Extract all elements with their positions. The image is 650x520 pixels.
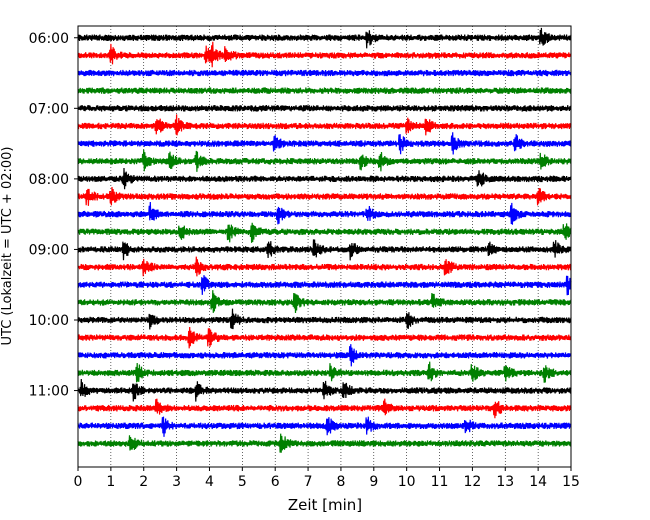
y-tick-label: 09:00: [29, 242, 69, 258]
seismogram-trace: [77, 433, 572, 453]
x-tick-label: 5: [238, 474, 247, 490]
seismogram-trace: [77, 361, 572, 383]
plot-frame: [77, 25, 572, 468]
y-tick-label: 07:00: [29, 101, 69, 117]
seismogram-trace: [77, 201, 572, 225]
seismogram-trace: [77, 114, 572, 136]
trace-group: [77, 27, 572, 453]
x-tick-label: 1: [106, 474, 115, 490]
x-tick-label: 11: [431, 474, 449, 490]
y-tick-label: 10:00: [29, 313, 69, 329]
x-tick-label: 9: [369, 474, 378, 490]
x-tick-label: 10: [398, 474, 416, 490]
y-axis-label: UTC (Lokalzeit = UTC + 02:00): [0, 147, 15, 346]
x-tick-label: 2: [139, 474, 148, 490]
x-tick-label: 0: [74, 474, 83, 490]
seismogram-trace: [77, 222, 572, 243]
seismogram-trace: [77, 378, 572, 402]
x-tick-label: 3: [172, 474, 181, 490]
y-tick-label: 06:00: [29, 31, 69, 47]
x-axis-label: Zeit [min]: [288, 496, 362, 514]
seismogram-trace: [77, 149, 572, 172]
x-tick-label: 14: [529, 474, 547, 490]
y-tick-label: 11:00: [29, 384, 69, 400]
x-tick-label: 6: [271, 474, 280, 490]
seismogram-trace: [77, 256, 572, 277]
x-tick-label: 7: [304, 474, 313, 490]
x-tick-label: 13: [496, 474, 514, 490]
seismogram-trace: [77, 27, 572, 49]
seismogram-trace: [77, 105, 572, 112]
seismogram-trace: [77, 239, 572, 261]
x-tick-label: 4: [205, 474, 214, 490]
seismogram-trace: [77, 167, 572, 190]
seismogram-trace: [77, 69, 572, 77]
seismogram-trace: [77, 326, 572, 349]
x-tick-label: 15: [562, 474, 580, 490]
seismogram-trace: [77, 416, 572, 437]
seismogram-trace: [77, 87, 572, 94]
x-tick-label: 12: [463, 474, 481, 490]
y-axis-ticks: 06:00 07:00 08:00 09:00 10:00 11:00: [29, 31, 78, 400]
seismogram-trace: [77, 290, 572, 314]
seismogram-trace: [77, 308, 572, 330]
x-axis-ticks: 0 1 2 3 4 5 6 7 8 9 10 11 12 13 14 15: [74, 467, 580, 490]
seismogram-trace: [77, 41, 572, 68]
seismogram-trace: [77, 186, 572, 206]
seismogram-trace: [77, 132, 572, 155]
seismogram-trace: [77, 344, 572, 367]
seismogram-trace: [77, 275, 572, 296]
seismogram-trace: [77, 398, 572, 419]
x-tick-label: 8: [336, 474, 345, 490]
y-tick-label: 08:00: [29, 172, 69, 188]
